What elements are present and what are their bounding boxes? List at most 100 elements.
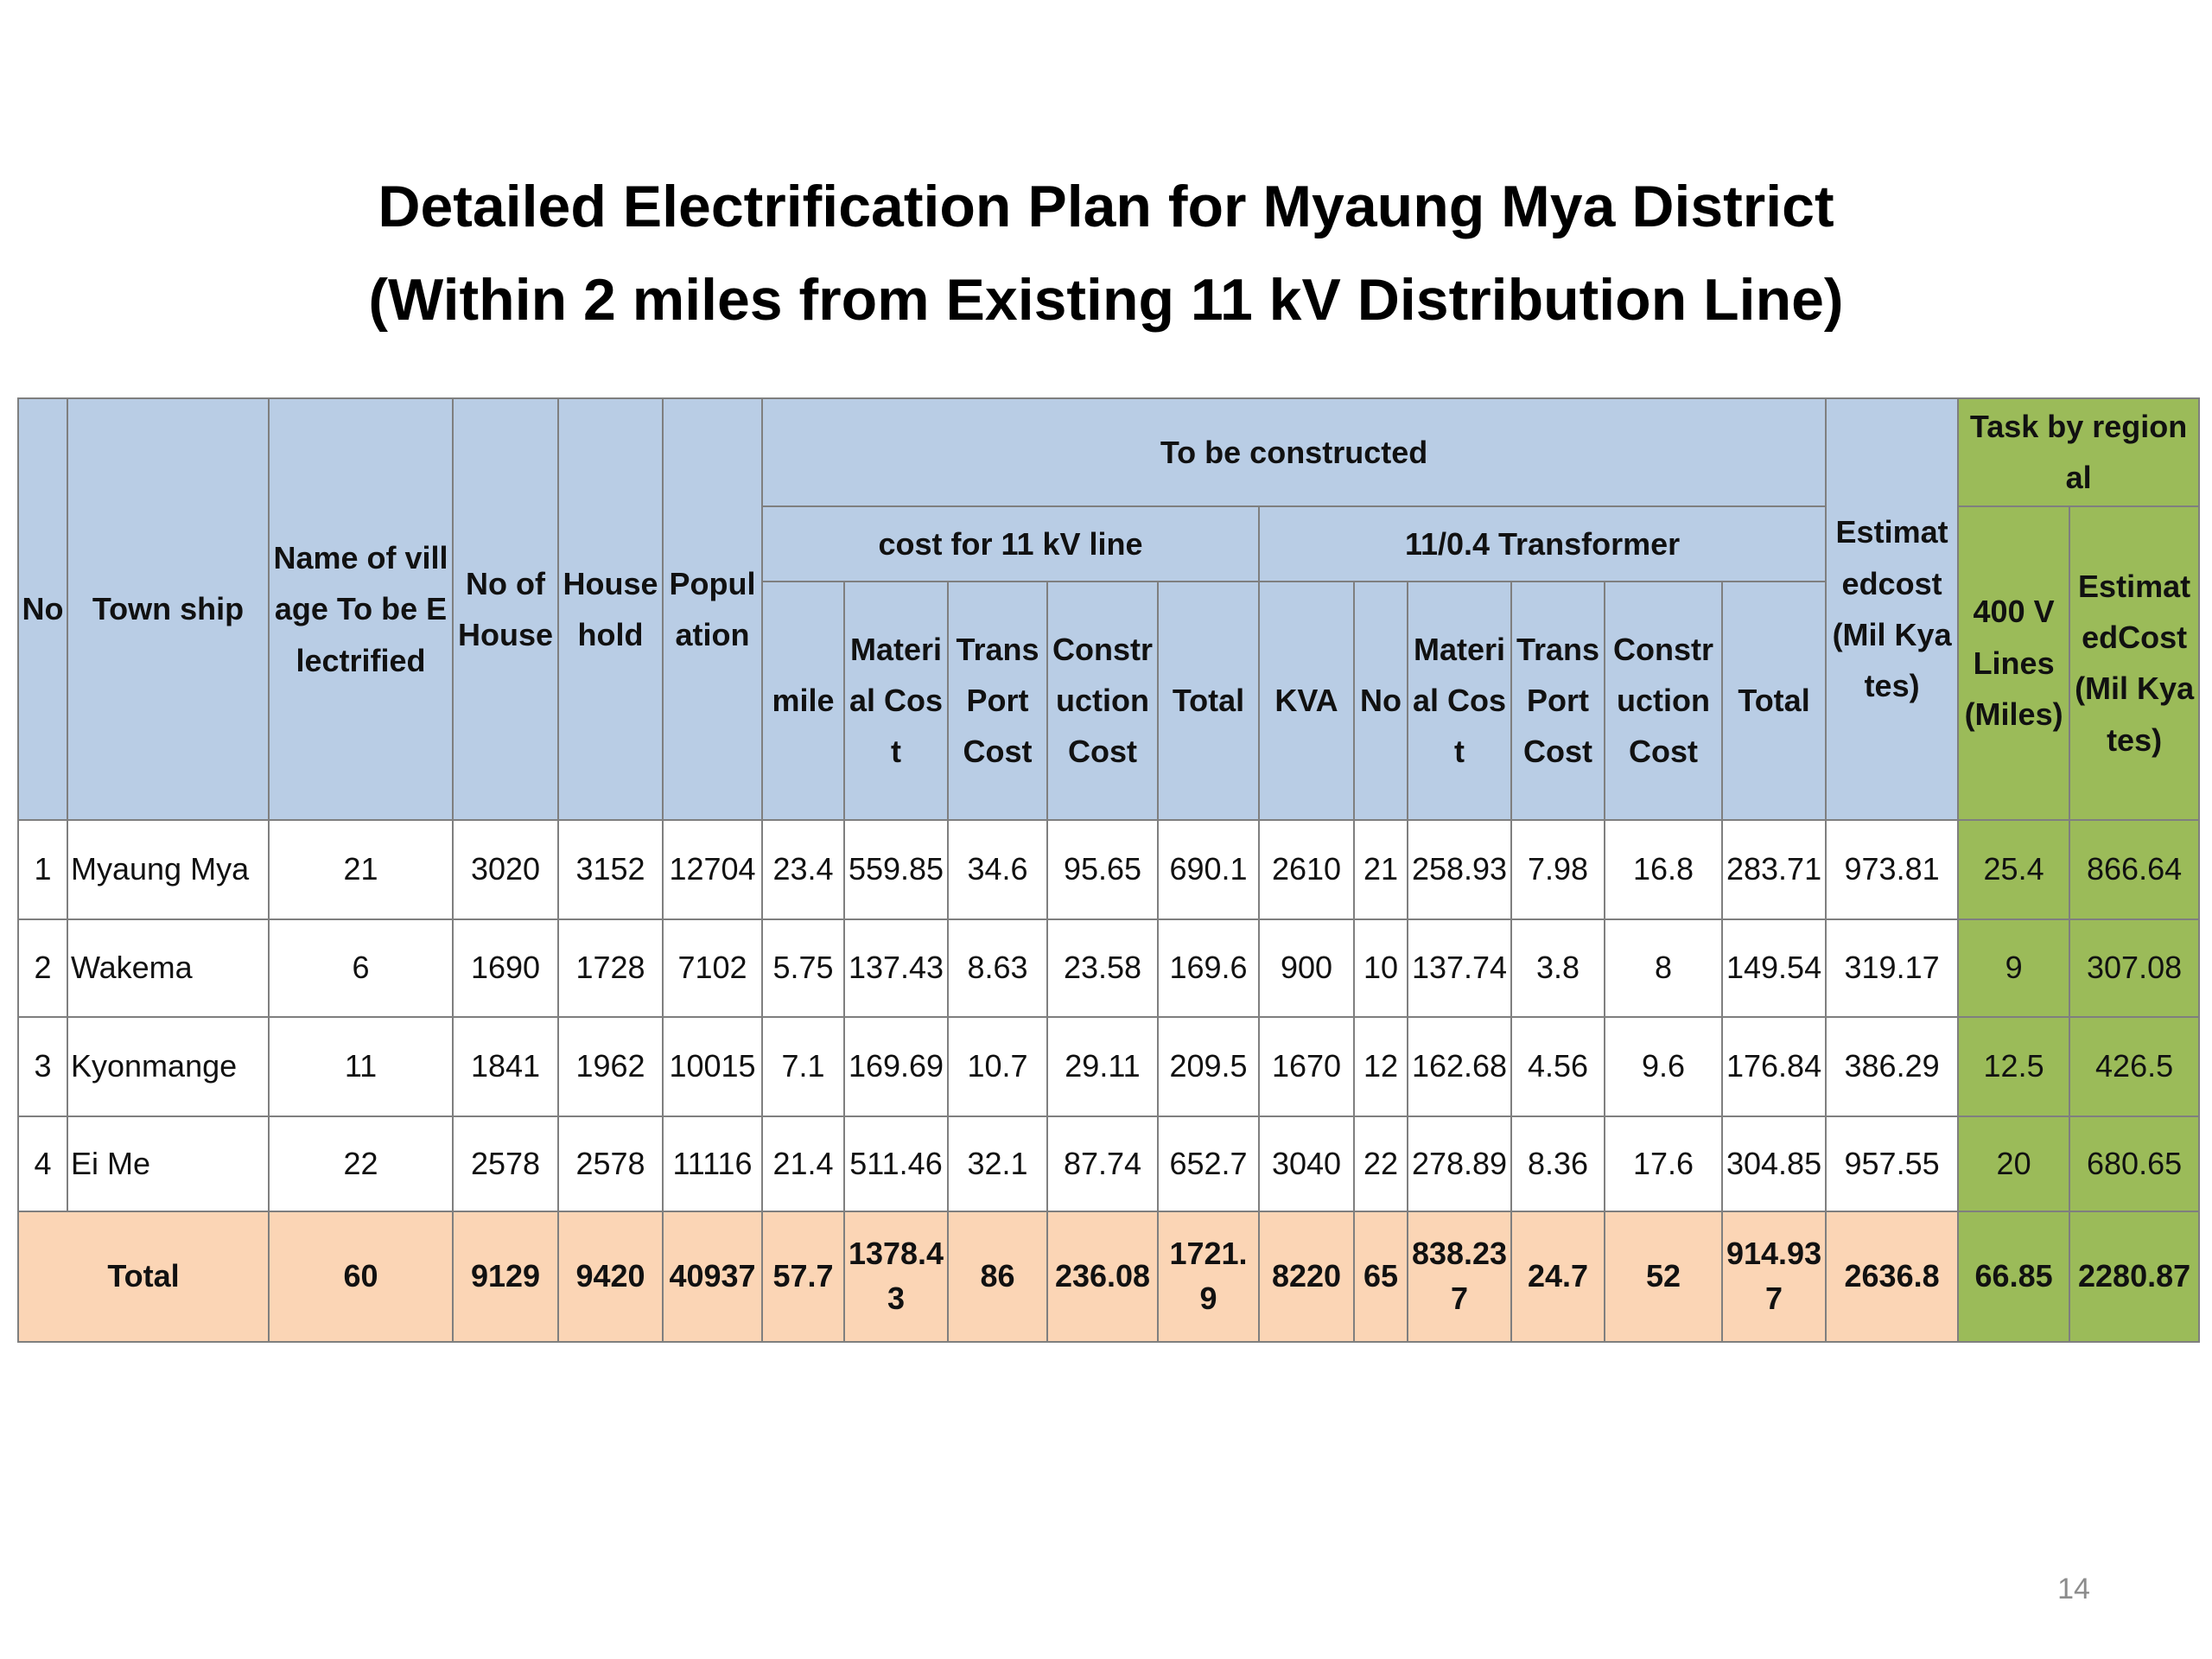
cell: 7102 [662,918,763,1018]
cell: 176.84 [1720,1015,1827,1117]
cell: 12.5 [1957,1015,2071,1117]
cell: 209.5 [1157,1015,1260,1117]
cell: 511.46 [843,1115,949,1212]
cell: 7.1 [761,1015,845,1117]
cell: 12 [1353,1015,1408,1117]
total-cell: 60 [268,1210,454,1343]
cell: 3152 [557,818,664,920]
cell: 900 [1258,918,1355,1018]
total-cell: Total [17,1210,270,1343]
cell: 21.4 [761,1115,845,1212]
header-cell: No [17,397,68,821]
plan-table: No Town ship Name of village To be Electri… [17,397,2201,1343]
cell: 1962 [557,1015,664,1117]
cell: 10 [1353,918,1408,1018]
cell: 87.74 [1046,1115,1159,1212]
cell: 3020 [452,818,559,920]
cell: 278.89 [1407,1115,1512,1212]
cell: 386.29 [1825,1015,1960,1117]
total-cell: 236.08 [1046,1210,1159,1343]
cell: 32.1 [947,1115,1048,1212]
cell: 307.08 [2069,918,2201,1018]
cell: 680.65 [2069,1115,2201,1212]
cell: 17.6 [1604,1115,1723,1212]
cell: Myaung Mya [67,818,270,920]
header-cell: Trans Port Cost [947,580,1048,821]
total-cell: 2280.87 [2069,1210,2201,1343]
cell: 8.36 [1510,1115,1605,1212]
title-line: Detailed Electrification Plan for Myaung… [378,174,1834,239]
cell: 10.7 [947,1015,1048,1117]
total-cell: 24.7 [1510,1210,1605,1343]
cell: 21 [268,818,454,920]
total-cell: 9420 [557,1210,664,1343]
cell: 690.1 [1157,818,1260,920]
cell: Kyonmange [67,1015,270,1117]
cell: 162.68 [1407,1015,1512,1117]
cell: 169.69 [843,1015,949,1117]
cell: 1690 [452,918,559,1018]
header-cell: Construction Cost [1604,580,1723,821]
header-cell: To be constructed [760,397,1827,507]
cell: 2 [17,918,68,1018]
cell: 7.98 [1510,818,1605,920]
cell: 22 [1353,1115,1408,1212]
header-cell: No [1353,580,1408,821]
header-cell: cost for 11 kV line [761,505,1260,582]
total-cell: 8220 [1258,1210,1355,1343]
row: 2 Wakema 6 1690 1728 7102 5.75 137.43 8.63 23.58 1… [17,918,2201,1018]
cell: 652.7 [1157,1115,1260,1212]
cell: 137.43 [843,918,949,1018]
cell: 25.4 [1957,818,2071,920]
cell: 21 [1353,818,1408,920]
cell: 9.6 [1604,1015,1723,1117]
cell: 973.81 [1825,818,1960,920]
cell: 149.54 [1720,918,1827,1018]
cell: 11 [268,1015,454,1117]
cell: 11116 [662,1115,763,1212]
header-cell: Total [1720,580,1827,821]
row: Total 60 9129 9420 40937 57.7 1378.43 86 236.08 1… [17,1210,2201,1343]
row: No Town ship Name of village To be Electri… [17,397,2201,821]
header-cell: Total [1157,580,1260,821]
header-cell: Construction Cost [1046,580,1159,821]
header-cell: 400 V Lines (Miles) [1957,505,2071,821]
header-cell: Household [557,397,664,821]
total-cell: 65 [1353,1210,1408,1343]
cell: 258.93 [1407,818,1512,920]
total-cell: 86 [947,1210,1048,1343]
cell: 34.6 [947,818,1048,920]
total-cell: 57.7 [761,1210,845,1343]
header-cell: Population [662,397,763,821]
cell: 6 [268,918,454,1018]
cell: 283.71 [1720,818,1827,920]
header-cell: KVA [1258,580,1355,821]
cell: 2610 [1258,818,1355,920]
row: mile Material Cost Trans Port Cost Construc… [18,580,2199,821]
cell: 12704 [662,818,763,920]
cell: 304.85 [1720,1115,1827,1212]
total-cell: 52 [1604,1210,1723,1343]
cell: 5.75 [761,918,845,1018]
cell: 2578 [557,1115,664,1212]
cell: 3 [17,1015,68,1117]
cell: 4.56 [1510,1015,1605,1117]
cell: 169.6 [1157,918,1260,1018]
row: 4 Ei Me 22 2578 2578 11116 21.4 511.46 32.1 87.74… [17,1115,2201,1212]
header-cell: No of House [452,397,559,821]
total-cell: 1378.43 [843,1210,949,1343]
cell: Wakema [67,918,270,1018]
row: 3 Kyonmange 11 1841 1962 10015 7.1 169.69 10.7 29… [17,1015,2201,1117]
header-cell: Name of village To be Electrified [268,397,454,821]
cell: 957.55 [1825,1115,1960,1212]
cell: 95.65 [1046,818,1159,920]
cell: 1 [17,818,68,920]
cell: 23.4 [761,818,845,920]
cell: 2578 [452,1115,559,1212]
cell: 4 [17,1115,68,1212]
row: 1 Myaung Mya 21 3020 3152 12704 23.4 559.85 34.6… [17,818,2201,920]
row: cost for 11 kV line 11/0.4 Transformer 400… [18,505,2201,821]
cell: 1728 [557,918,664,1018]
cell: 137.74 [1407,918,1512,1018]
